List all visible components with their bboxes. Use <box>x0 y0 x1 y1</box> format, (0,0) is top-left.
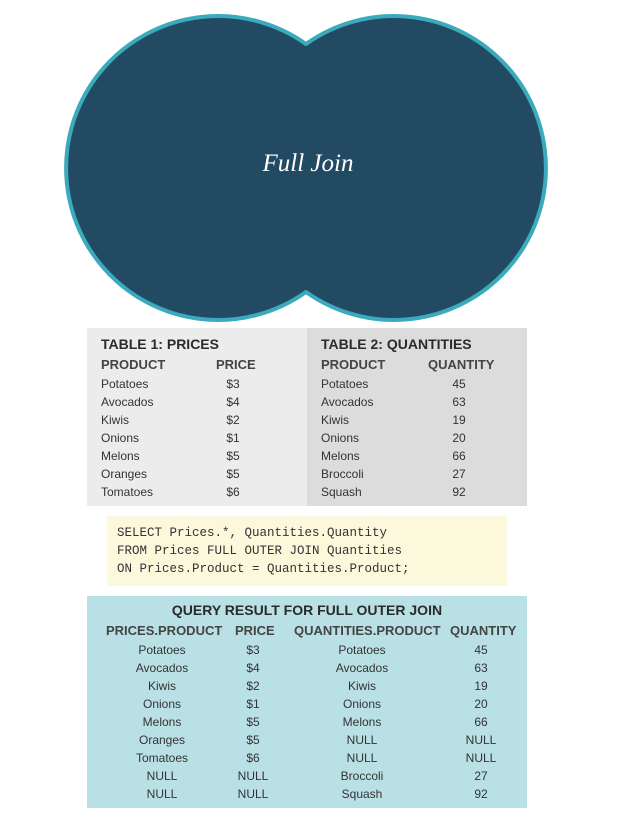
prices-table: TABLE 1: PRICES PRODUCT PRICE Potatoes $3… <box>87 328 307 506</box>
result-cell-quantity: 63 <box>474 661 488 675</box>
result-cell-quantities-product: Kiwis <box>347 679 376 693</box>
result-cell-prices-product: Melons <box>142 715 182 729</box>
prices-cell-product: Onions <box>101 431 140 445</box>
quantities-cell-product: Melons <box>321 449 360 463</box>
result-cell-quantity: NULL <box>465 733 497 747</box>
result-cell-price: $6 <box>246 751 260 765</box>
result-cell-quantities-product: NULL <box>346 751 378 765</box>
result-cell-prices-product: Tomatoes <box>135 751 189 765</box>
quantities-cell-product: Avocados <box>321 395 374 409</box>
prices-cell-price: $2 <box>226 413 240 427</box>
result-cell-quantity: NULL <box>465 751 497 765</box>
quantities-cell-product: Broccoli <box>321 467 364 481</box>
result-cell-quantities-product: Melons <box>342 715 382 729</box>
result-cell-price: $1 <box>246 697 260 711</box>
prices-cell-product: Melons <box>101 449 140 463</box>
result-cell-prices-product: Oranges <box>138 733 186 747</box>
sql-query-box: SELECT Prices.*, Quantities.Quantity FRO… <box>107 516 507 586</box>
result-cell-prices-product: Kiwis <box>147 679 176 693</box>
result-header-price: PRICE <box>235 623 275 638</box>
result-title: QUERY RESULT FOR FULL OUTER JOIN <box>171 602 443 618</box>
result-cell-price: $5 <box>246 715 260 729</box>
result-cell-quantities-product: Onions <box>342 697 382 711</box>
result-cell-price: NULL <box>237 769 269 783</box>
quantities-cell-quantity: 27 <box>452 467 466 481</box>
quantities-cell-product: Potatoes <box>321 377 369 391</box>
result-cell-quantity: 45 <box>474 643 488 657</box>
prices-cell-price: $1 <box>226 431 240 445</box>
quantities-cell-product: Squash <box>321 485 362 499</box>
prices-cell-price: $5 <box>226 449 240 463</box>
quantities-cell-quantity: 45 <box>452 377 466 391</box>
result-header-prices-product: PRICES.PRODUCT <box>106 623 223 638</box>
result-cell-quantity: 20 <box>474 697 488 711</box>
result-cell-prices-product: NULL <box>146 787 178 801</box>
result-cell-price: NULL <box>237 787 269 801</box>
result-cell-quantities-product: NULL <box>346 733 378 747</box>
result-cell-quantity: 92 <box>474 787 488 801</box>
query-result-table: QUERY RESULT FOR FULL OUTER JOIN PRICES.… <box>87 596 527 808</box>
prices-cell-price: $4 <box>226 395 240 409</box>
result-cell-quantities-product: Squash <box>341 787 383 801</box>
result-cell-quantity: 66 <box>474 715 488 729</box>
prices-header-product: PRODUCT <box>101 357 166 372</box>
sql-line: SELECT Prices.*, Quantities.Quantity <box>117 526 388 540</box>
prices-cell-product: Tomatoes <box>101 485 154 499</box>
result-header-quantities-product: QUANTITIES.PRODUCT <box>294 623 441 638</box>
quantities-header-quantity: QUANTITY <box>428 357 495 372</box>
result-header-quantity: QUANTITY <box>450 623 517 638</box>
quantities-table: TABLE 2: QUANTITIES PRODUCT QUANTITY Pot… <box>307 328 527 506</box>
quantities-cell-product: Kiwis <box>321 413 350 427</box>
prices-cell-product: Kiwis <box>101 413 130 427</box>
full-join-venn-diagram <box>64 14 548 322</box>
prices-cell-price: $5 <box>226 467 240 481</box>
quantities-cell-product: Onions <box>321 431 360 445</box>
prices-cell-product: Potatoes <box>101 377 149 391</box>
result-cell-quantities-product: Broccoli <box>340 769 384 783</box>
result-cell-price: $4 <box>246 661 260 675</box>
result-cell-price: $5 <box>246 733 260 747</box>
quantities-cell-quantity: 19 <box>452 413 466 427</box>
quantities-cell-quantity: 66 <box>452 449 466 463</box>
quantities-cell-quantity: 92 <box>452 485 466 499</box>
quantities-table-title: TABLE 2: QUANTITIES <box>321 336 472 352</box>
prices-cell-product: Avocados <box>101 395 154 409</box>
result-cell-prices-product: Potatoes <box>138 643 186 657</box>
venn-union-shape <box>64 14 548 322</box>
result-cell-prices-product: Onions <box>142 697 182 711</box>
result-cell-quantity: 19 <box>474 679 488 693</box>
prices-cell-price: $3 <box>226 377 240 391</box>
quantities-cell-quantity: 63 <box>452 395 466 409</box>
prices-cell-product: Oranges <box>101 467 148 481</box>
result-cell-price: $2 <box>246 679 260 693</box>
result-cell-quantities-product: Avocados <box>335 661 389 675</box>
sql-line: ON Prices.Product = Quantities.Product; <box>117 562 410 576</box>
result-cell-quantities-product: Potatoes <box>338 643 386 657</box>
prices-header-price: PRICE <box>216 357 256 372</box>
result-cell-price: $3 <box>246 643 260 657</box>
sql-line: FROM Prices FULL OUTER JOIN Quantities <box>117 544 403 558</box>
result-cell-prices-product: Avocados <box>135 661 189 675</box>
result-cell-prices-product: NULL <box>146 769 178 783</box>
prices-cell-price: $6 <box>226 485 240 499</box>
venn-title: Full Join <box>262 150 354 177</box>
quantities-header-product: PRODUCT <box>321 357 386 372</box>
quantities-cell-quantity: 20 <box>452 431 466 445</box>
prices-table-title: TABLE 1: PRICES <box>101 336 219 352</box>
result-cell-quantity: 27 <box>474 769 488 783</box>
